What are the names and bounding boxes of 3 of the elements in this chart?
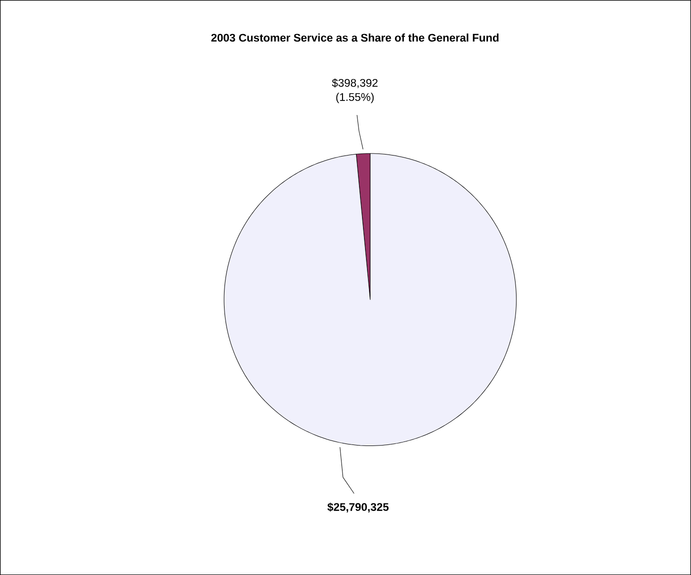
data-label: $398,392 (1.55%) <box>332 78 378 104</box>
data-label: $25,790,325 <box>327 502 389 512</box>
chart-title: 2003 Customer Service as a Share of the General Fund <box>211 33 498 42</box>
